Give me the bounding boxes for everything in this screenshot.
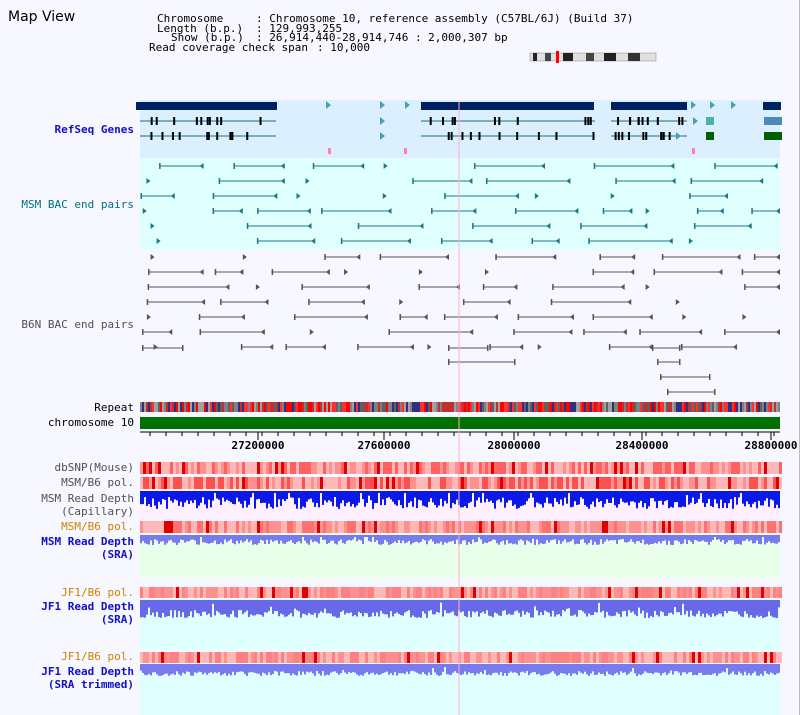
length-value: : 129,993,255: [256, 22, 343, 35]
dbsnp-label: dbSNP(Mouse): [54, 461, 134, 474]
jf1-b6-pol-trim-label: JF1/B6 pol.: [61, 650, 134, 663]
msm-bac-track[interactable]: [140, 163, 780, 244]
position-axis: [140, 431, 780, 440]
repeat-track: [140, 402, 780, 412]
jf1-depth-sra-sub: (SRA): [100, 613, 134, 626]
jf1-b6-pol-label: JF1/B6 pol.: [61, 586, 134, 599]
map-view-title: Map View: [8, 9, 76, 25]
axis-tick-label-4: 28800000: [744, 439, 798, 452]
chromosome-label: Chromosome: [157, 12, 224, 25]
b6n-bac-track[interactable]: [141, 254, 780, 395]
b6n-bac-label[interactable]: B6N BAC end pairs: [21, 318, 134, 331]
axis-tick-label-3: 28400000: [615, 439, 669, 452]
msm-b6-pol-sra-label: MSM/B6 pol.: [61, 520, 134, 533]
refseq-genes-label[interactable]: RefSeq Genes: [54, 123, 134, 136]
axis-tick-label-2: 28000000: [487, 439, 541, 452]
msm-depth-sra-sub: (SRA): [100, 548, 134, 561]
repeat-label: Repeat: [94, 401, 134, 414]
coverage-value: : 10,000: [317, 41, 370, 54]
msm-bac-label[interactable]: MSM BAC end pairs: [21, 198, 134, 211]
axis-tick-label-0: 27200000: [231, 439, 285, 452]
polymorphism-strips: [140, 462, 782, 663]
msm-depth-sra-label: MSM Read Depth: [41, 535, 134, 548]
jf1-depth-sra-label: JF1 Read Depth: [41, 600, 134, 613]
jf1-depth-trim-sub: (SRA trimmed): [47, 678, 134, 691]
msm-b6-pol-label: MSM/B6 pol.: [61, 476, 134, 489]
axis-tick-label-1: 27600000: [357, 439, 411, 452]
chromosome-ideogram[interactable]: [529, 51, 657, 63]
jf1-depth-trim-label: JF1 Read Depth: [41, 665, 134, 678]
length-label: Length (b.p.): [157, 22, 244, 35]
chromosome-bar: [140, 417, 780, 429]
read-depth-tracks: [140, 491, 780, 676]
show-value: : 26,914,440-28,914,746 : 2,000,307 bp: [256, 31, 508, 44]
msm-depth-capillary-sub: (Capillary): [61, 505, 134, 518]
chromosome-value: : Chromosome 10, reference assembly (C57…: [256, 12, 634, 25]
msm-depth-capillary-label: MSM Read Depth: [41, 492, 134, 505]
show-label: Show (b.p.): [171, 31, 244, 44]
chromosome-label: chromosome 10: [47, 416, 134, 429]
refseq-genes-track[interactable]: [136, 101, 782, 154]
coverage-label: Read coverage check span: [149, 41, 308, 54]
